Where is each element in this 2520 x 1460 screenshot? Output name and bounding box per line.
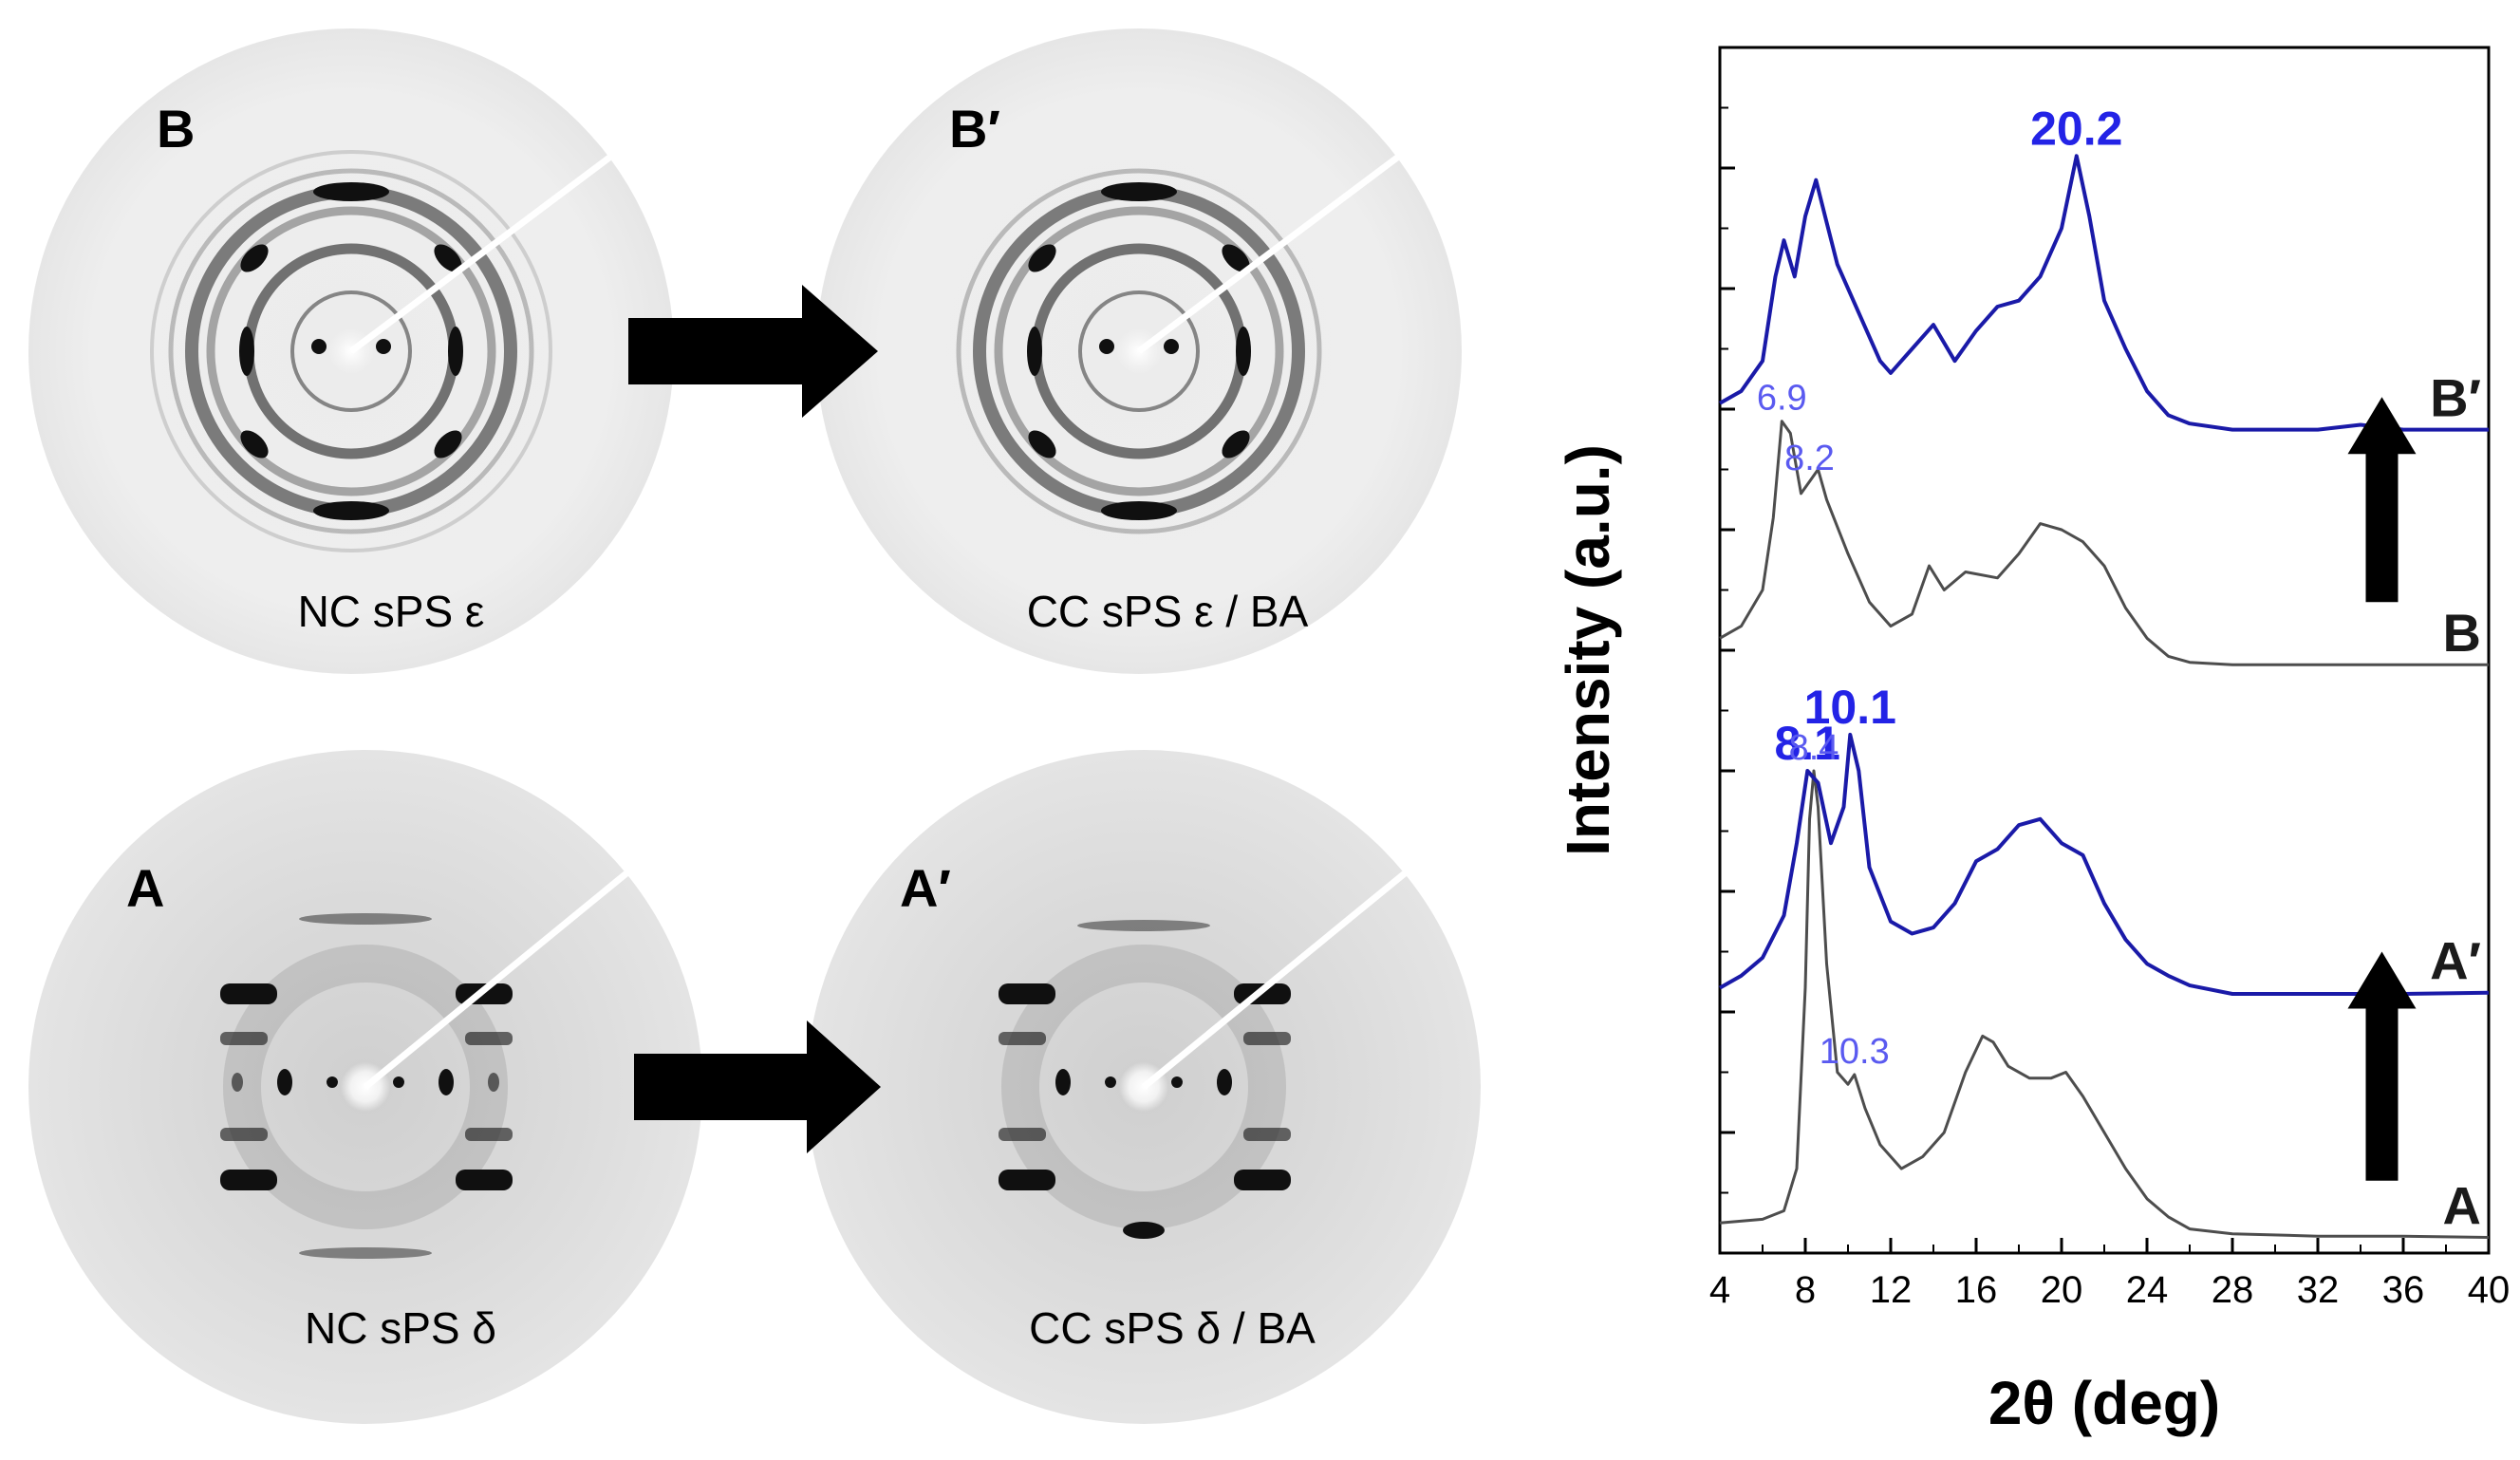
x-tick-label-40: 40 [2468, 1269, 2511, 1311]
arrow-B-to-B′ [2347, 397, 2417, 603]
x-tick-label-8: 8 [1795, 1269, 1816, 1311]
x-tick-label-20: 20 [2041, 1269, 2083, 1311]
peak-annotation-10.3: 10.3 [1820, 1032, 1890, 1072]
series-line-B′ [1719, 154, 2489, 432]
x-axis-label: 2θ (deg) [1988, 1369, 2220, 1437]
peak-annotation-10.1: 10.1 [1804, 681, 1896, 734]
series-label-A′: A′ [2430, 931, 2481, 991]
x-tick-label-28: 28 [2212, 1269, 2254, 1311]
arrow-A-to-Aprime [634, 1020, 881, 1153]
series-line-A′ [1719, 732, 2490, 996]
pattern-Aprime-caption: CC sPS δ / BA [1029, 1303, 1316, 1353]
x-tick-label-12: 12 [1870, 1269, 1913, 1311]
peak-annotation-8.2: 8.2 [1784, 439, 1835, 478]
arrow-B-to-Bprime [628, 285, 878, 418]
series-label-B: B [2443, 603, 2481, 663]
pattern-A-label: A [126, 858, 164, 918]
y-axis-label: Intensity (a.u.) [1554, 444, 1622, 856]
pattern-Aprime-label: A′ [900, 858, 951, 918]
xrd-chart: 4 8 12 16 20 24 28 32 36 40 AA′BB′ 20.26.98.28.11… [1554, 46, 2511, 1437]
series-label-B′: B′ [2430, 368, 2481, 428]
x-tick-label-4: 4 [1709, 1269, 1730, 1311]
pattern-A-caption: NC sPS δ [305, 1303, 496, 1353]
pattern-Bprime-caption: CC sPS ε / BA [1027, 587, 1309, 636]
series-label-A: A [2443, 1175, 2481, 1235]
pattern-A: A NC sPS δ [28, 750, 702, 1424]
series-line-A [1719, 769, 2490, 1239]
pattern-B-label: B [157, 99, 195, 159]
x-tick-label-32: 32 [2297, 1269, 2340, 1311]
pattern-Bprime-label: B′ [949, 99, 1000, 159]
peak-annotation-6.9: 6.9 [1757, 379, 1807, 419]
pattern-Bprime: B′ CC sPS ε / BA [816, 28, 1462, 674]
pattern-B: B NC sPS ε [28, 28, 674, 674]
pattern-B-caption: NC sPS ε [298, 587, 485, 636]
arrow-A-to-A′ [2347, 951, 2417, 1181]
peak-annotation-8.1: 8.1 [1774, 717, 1840, 770]
pattern-Aprime: A′ CC sPS δ / BA [807, 750, 1481, 1424]
peak-annotation-20.2: 20.2 [2030, 102, 2122, 155]
x-tick-label-36: 36 [2382, 1269, 2425, 1311]
x-tick-label-24: 24 [2126, 1269, 2169, 1311]
series-line-B [1719, 420, 2489, 666]
peak-annotation-8.4: 8.4 [1789, 728, 1839, 768]
x-tick-label-16: 16 [1955, 1269, 1998, 1311]
